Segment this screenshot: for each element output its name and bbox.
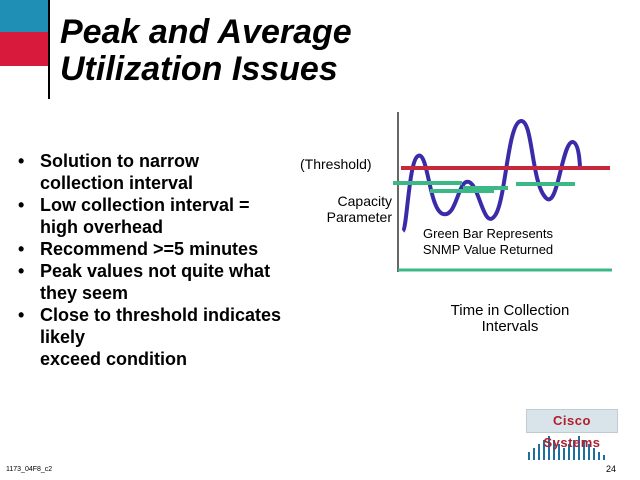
logo-bar: [588, 444, 590, 460]
logo-bar: [578, 436, 580, 460]
title-line-1: Peak and Average: [60, 13, 352, 51]
bullet-text: Recommend >=5 minutes: [40, 239, 259, 259]
logo-bar: [593, 448, 595, 460]
logo-bar: [563, 448, 565, 460]
logo-bar: [568, 444, 570, 460]
bullet-list: • Solution to narrow collection interval …: [18, 150, 318, 370]
bullet-text: Low collection interval = high overhead: [40, 195, 250, 237]
cisco-logo: Cisco Systems: [526, 409, 618, 450]
threshold-label: (Threshold): [300, 156, 372, 172]
bullet-dot: •: [18, 195, 25, 215]
logo-bar: [603, 455, 605, 460]
logo-bar: [548, 436, 550, 460]
accent-square-blue: [0, 0, 48, 32]
bullet-text: Peak values not quite what they seem: [40, 261, 271, 303]
bullet-item: • Recommend >=5 minutes: [18, 238, 318, 260]
bullet-dot: •: [18, 239, 25, 259]
slide-code: 1173_04F8_c2: [6, 466, 53, 473]
green-bar-label: Green Bar Represents SNMP Value Returned: [422, 226, 554, 257]
bullet-dot: •: [18, 305, 25, 325]
logo-bar: [573, 440, 575, 460]
bullet-text: Close to threshold indicates likely exce…: [40, 305, 282, 369]
page-number: 24: [606, 464, 617, 474]
bullet-item: • Low collection interval = high overhead: [18, 194, 318, 238]
logo-bar: [533, 448, 535, 460]
title-divider: [48, 0, 50, 99]
bullet-dot: •: [18, 261, 25, 281]
logo-bar: [543, 440, 545, 460]
bullet-item: • Solution to narrow collection interval: [18, 150, 318, 194]
accent-square-red: [0, 32, 48, 66]
time-interval-label: Time in Collection Intervals: [450, 302, 570, 335]
utilization-curve: [401, 119, 582, 233]
bullet-item: • Close to threshold indicates likely exc…: [18, 304, 318, 370]
title-line-2: Utilization Issues: [60, 50, 338, 88]
bullet-item: • Peak values not quite what they seem: [18, 260, 318, 304]
logo-bar: [538, 444, 540, 460]
logo-bar: [553, 440, 555, 460]
bullet-dot: •: [18, 151, 25, 171]
bullet-text: Solution to narrow collection interval: [40, 151, 199, 193]
capacity-parameter-label: Capacity Parameter: [326, 193, 392, 225]
logo-bar: [558, 444, 560, 460]
logo-bar: [598, 452, 600, 460]
logo-bar: [528, 452, 530, 460]
cisco-logo-bars: [528, 436, 605, 460]
slide-title: Peak and Average Utilization Issues: [60, 14, 420, 88]
logo-bar: [583, 440, 585, 460]
